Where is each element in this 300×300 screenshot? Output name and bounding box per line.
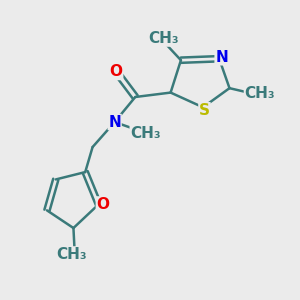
Text: CH₃: CH₃	[130, 126, 161, 141]
Text: N: N	[215, 50, 228, 65]
Text: O: O	[96, 197, 110, 212]
Text: CH₃: CH₃	[244, 86, 275, 101]
Text: CH₃: CH₃	[56, 247, 87, 262]
Text: N: N	[108, 115, 121, 130]
Text: O: O	[110, 64, 123, 80]
Text: S: S	[199, 103, 210, 118]
Text: CH₃: CH₃	[148, 31, 179, 46]
